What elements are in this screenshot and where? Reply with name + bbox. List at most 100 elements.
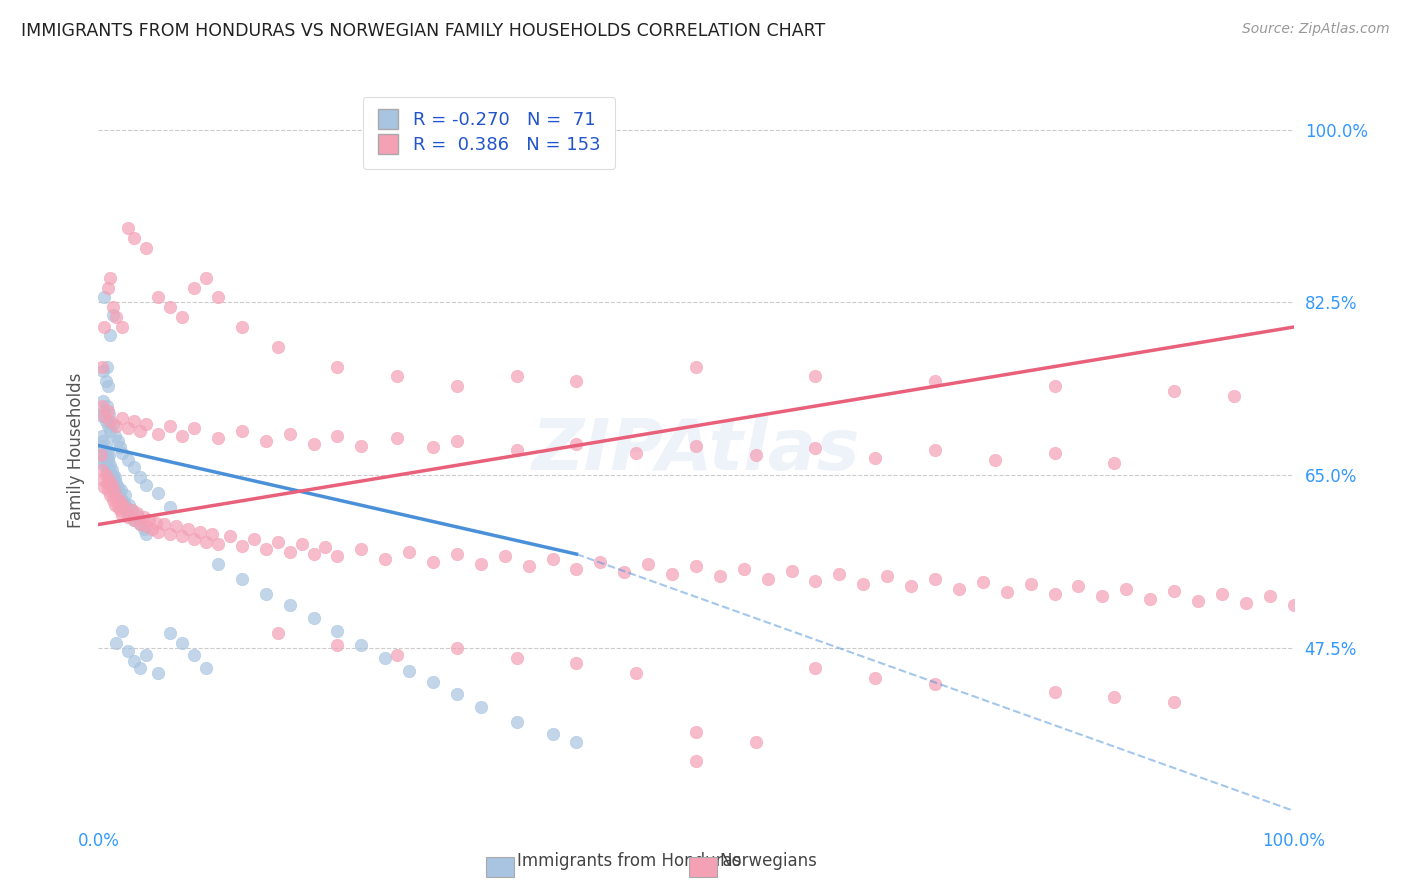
Point [1043, 685, 1066, 699]
Point [541, 552, 564, 566]
Point [924, 443, 946, 458]
Point [121, 502, 143, 516]
Point [98, 407, 121, 421]
Point [97, 379, 120, 393]
Point [105, 488, 128, 502]
Point [302, 547, 325, 561]
Point [159, 301, 181, 315]
Point [398, 545, 420, 559]
Point [195, 535, 218, 549]
Point [129, 660, 152, 674]
Point [103, 483, 125, 497]
Point [107, 480, 129, 494]
Point [100, 463, 122, 477]
Point [104, 470, 127, 484]
Point [145, 516, 167, 530]
Point [231, 572, 253, 586]
Point [153, 517, 176, 532]
Point [219, 529, 242, 543]
Point [98, 468, 121, 483]
Point [924, 677, 946, 691]
Point [446, 434, 468, 448]
Point [852, 576, 875, 591]
Point [105, 490, 128, 504]
Point [91, 463, 114, 477]
Point [326, 549, 349, 563]
Point [506, 369, 529, 384]
Point [1223, 389, 1246, 403]
Point [108, 441, 131, 455]
Text: Immigrants from Honduras: Immigrants from Honduras [517, 852, 741, 870]
Point [110, 496, 132, 510]
Point [91, 399, 114, 413]
Point [112, 496, 135, 510]
Point [1258, 589, 1281, 603]
Point [91, 394, 114, 409]
Point [172, 428, 194, 442]
Point [1019, 576, 1042, 591]
Point [350, 438, 373, 452]
Point [183, 421, 205, 435]
Point [302, 611, 325, 625]
Point [97, 460, 120, 475]
Point [302, 436, 325, 450]
Point [326, 638, 349, 652]
Point [201, 527, 224, 541]
Point [267, 340, 290, 354]
Point [117, 221, 139, 235]
Point [148, 525, 170, 540]
Point [278, 599, 301, 613]
Point [1282, 599, 1305, 613]
Point [422, 675, 444, 690]
Point [101, 417, 124, 431]
Point [709, 569, 731, 583]
Point [446, 379, 468, 393]
Point [124, 654, 146, 668]
Point [90, 438, 112, 452]
Point [1043, 446, 1066, 460]
Point [972, 574, 994, 589]
Point [111, 492, 134, 507]
Point [105, 310, 128, 325]
Point [91, 434, 114, 448]
Point [207, 537, 229, 551]
Point [661, 566, 683, 581]
Point [97, 404, 120, 418]
Point [195, 270, 218, 285]
Point [159, 626, 181, 640]
Point [91, 364, 114, 378]
Point [626, 665, 648, 680]
Point [565, 562, 588, 576]
Point [541, 727, 564, 741]
Point [948, 582, 970, 596]
Point [98, 270, 122, 285]
Point [98, 328, 122, 343]
Point [118, 498, 141, 512]
Text: Norwegians: Norwegians [720, 852, 818, 870]
Point [94, 375, 117, 389]
Point [141, 523, 163, 537]
Point [124, 414, 146, 428]
Point [124, 231, 146, 245]
Point [385, 369, 409, 384]
Point [120, 509, 142, 524]
Point [111, 320, 134, 334]
Point [828, 566, 851, 581]
Point [183, 648, 205, 662]
Point [745, 449, 768, 463]
Point [117, 644, 139, 658]
Point [148, 486, 170, 500]
Point [105, 636, 128, 650]
Point [231, 320, 253, 334]
Point [115, 500, 138, 514]
Point [183, 533, 205, 547]
Point [685, 359, 707, 374]
Point [159, 527, 181, 541]
Point [995, 584, 1018, 599]
Point [90, 449, 112, 463]
Point [924, 572, 946, 586]
Point [117, 506, 139, 520]
Point [148, 290, 170, 304]
Point [125, 508, 148, 522]
Point [470, 700, 492, 714]
